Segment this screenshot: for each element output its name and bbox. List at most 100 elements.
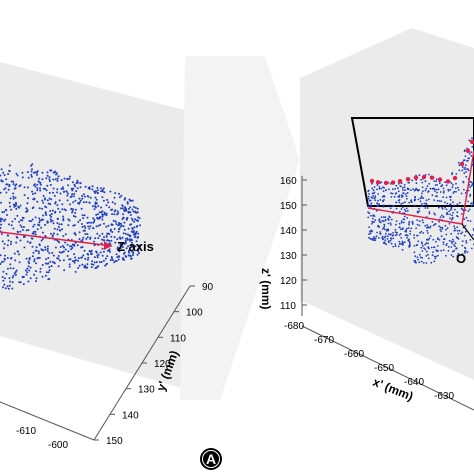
left-cloud-point [31, 237, 34, 240]
right-cloud-point [387, 229, 390, 232]
right-cloud-point [405, 195, 408, 198]
left-cloud-point [130, 244, 133, 246]
left-cloud-point [132, 230, 135, 233]
right-cloud-point [425, 227, 428, 229]
left-cloud-point [62, 217, 65, 220]
left-cloud-point [101, 254, 104, 257]
left-cloud-point [24, 269, 27, 272]
right-cloud-point [403, 241, 406, 244]
left-cloud-point [89, 251, 92, 253]
right-cloud-point [468, 208, 471, 211]
left-cloud-point [47, 271, 50, 274]
right-cloud-point [390, 218, 393, 221]
left-cloud-point [125, 247, 128, 250]
right-cloud-point [382, 200, 384, 203]
panel-marker-ring [202, 450, 220, 468]
left-cloud-point [103, 239, 106, 242]
left-cloud-point [99, 187, 102, 190]
right-cloud-point [455, 190, 457, 193]
right-cloud-point [434, 223, 437, 225]
left-cloud-point [26, 240, 29, 243]
left-cloud-point [0, 201, 3, 204]
right-cloud-point [392, 232, 394, 234]
left-cloud-point [97, 237, 100, 240]
left-cloud-point [29, 241, 31, 244]
right-cloud-point [420, 230, 423, 233]
right-cloud-point [368, 212, 371, 215]
left-cloud-point [15, 241, 18, 244]
left-cloud-point [66, 199, 69, 202]
right-cloud-point [377, 199, 379, 202]
left-point-cloud [0, 163, 141, 290]
left-cloud-point [4, 187, 7, 190]
left-cloud-point [130, 230, 133, 233]
right-cloud-point [408, 181, 410, 184]
left-cloud-point [49, 218, 52, 221]
left-cloud-point [68, 258, 71, 261]
right-cloud-point [408, 241, 411, 244]
left-cloud-point [137, 216, 139, 219]
left-cloud-point [131, 250, 134, 253]
right-cloud-point [381, 235, 384, 238]
right-cloud-point [445, 196, 448, 199]
right-cloud-point [367, 203, 370, 206]
left-cloud-point [23, 186, 26, 189]
left-cloud-point [103, 236, 105, 239]
right-cloud-point [468, 152, 471, 155]
left-cloud-point [101, 218, 104, 221]
left-cloud-point [35, 280, 37, 283]
left-cloud-point [36, 228, 39, 231]
right-cloud-point [441, 227, 444, 230]
left-cloud-point [124, 239, 127, 242]
left-cloud-point [66, 194, 69, 197]
right-cloud-point [384, 235, 387, 238]
right-cloud-point [389, 207, 392, 210]
left-cloud-point [78, 231, 81, 234]
left-cloud-point [122, 213, 125, 216]
left-cloud-point [129, 214, 132, 216]
right-cloud-point [413, 251, 416, 254]
left-cloud-point [88, 221, 91, 224]
left-cloud-point [49, 183, 52, 186]
left-cloud-point [41, 178, 44, 181]
right-x-tick-label: -640 [404, 377, 424, 388]
left-cloud-point [34, 216, 37, 219]
right-cloud-point [387, 219, 390, 221]
right-cloud-point [470, 202, 472, 205]
left-cloud-point [108, 249, 111, 252]
left-cloud-point [58, 241, 61, 244]
left-cloud-point [31, 168, 33, 171]
left-cloud-point [80, 256, 83, 259]
right-cloud-point [383, 225, 386, 228]
right-cloud-point [448, 210, 450, 213]
left-cloud-point [136, 253, 139, 256]
right-cloud-point [378, 186, 381, 188]
right-cloud-point [452, 192, 455, 194]
left-cloud-point [48, 197, 51, 200]
left-cloud-point [6, 267, 9, 270]
right-cloud-point [433, 199, 436, 202]
left-cloud-point [122, 232, 125, 235]
right-cloud-point [436, 199, 439, 202]
right-cloud-point [440, 214, 443, 217]
right-cloud-point [450, 208, 453, 210]
z-axis-label: Z axis [117, 239, 154, 254]
left-cloud-point [131, 227, 134, 229]
right-cloud-point [436, 250, 439, 253]
left-cloud-point [38, 207, 41, 210]
right-cloud-point [422, 197, 425, 199]
right-cloud-point [446, 227, 449, 230]
z-axis-arrowhead [104, 241, 112, 250]
left-cloud-point [50, 213, 53, 215]
right-cloud-point [467, 219, 469, 222]
left-cloud-point [57, 207, 60, 210]
right-cloud-point [430, 261, 433, 264]
left-cloud-point [105, 204, 108, 207]
right-cloud-point [383, 195, 386, 198]
left-cloud-point [116, 213, 119, 216]
right-cloud-point [414, 255, 417, 258]
left-cloud-point [111, 201, 114, 204]
left-cloud-point [118, 192, 120, 195]
left-cloud-point [72, 201, 75, 204]
